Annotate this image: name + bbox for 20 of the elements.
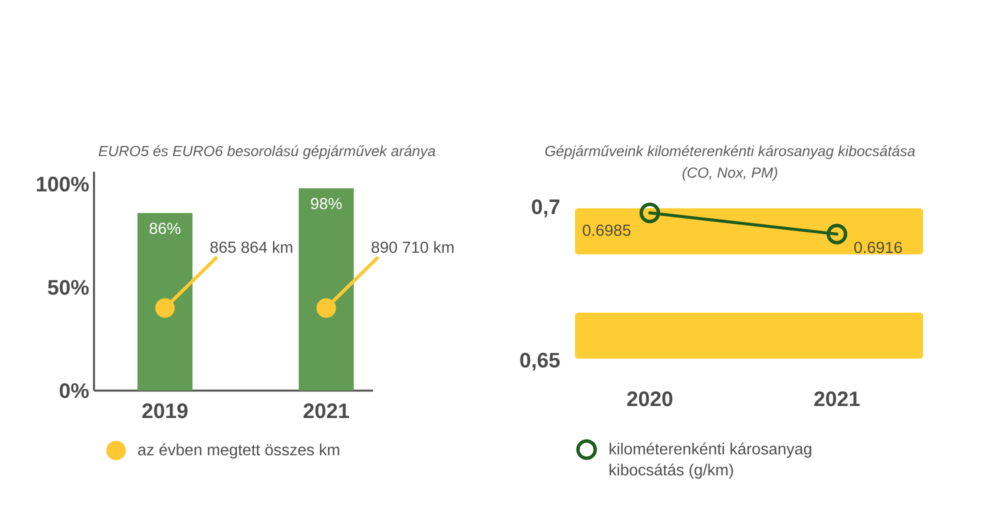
data-label: 98%: [310, 198, 342, 210]
data-label: 0.6985: [582, 224, 630, 236]
y-tick-label: 0,7: [532, 199, 560, 218]
chart-title: EURO5 és EURO6 besorolású gépjárművek aránya: [98, 145, 436, 160]
chart-subtitle: (CO, Nox, PM): [682, 167, 778, 181]
annotation: 865 864 km: [210, 241, 292, 253]
y-tick-label: 100%: [36, 176, 89, 192]
chart-title: Gépjárműveink kilométerenkénti károsanyag kibocsátása: [545, 145, 915, 160]
y-tick-label: 0%: [60, 383, 89, 398]
x-tick-label: 2020: [627, 391, 672, 406]
legend-label: kilométerenkénti károsanyag kibocsátás (g/km): [610, 442, 812, 479]
x-tick-label: 2021: [814, 391, 860, 406]
y-tick-label: 50%: [48, 280, 89, 295]
data-label: 0.6916: [854, 242, 902, 254]
x-tick-label: 2019: [142, 403, 188, 418]
x-tick-label: 2021: [304, 403, 349, 418]
y-tick-label: 0,65: [520, 352, 560, 371]
data-label: 86%: [150, 222, 180, 234]
legend-label: az évben megtett összes km: [138, 443, 340, 459]
annotation: 890 710 km: [372, 241, 454, 253]
